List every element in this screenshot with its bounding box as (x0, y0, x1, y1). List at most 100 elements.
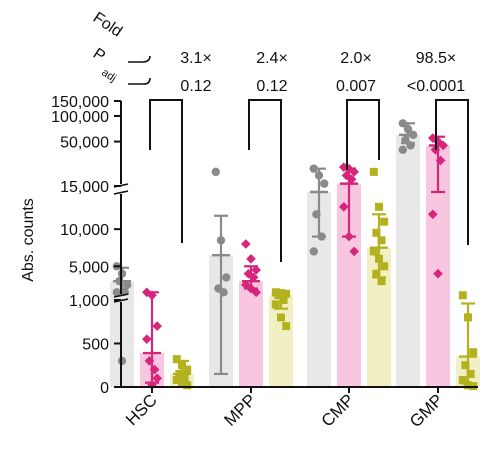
points-layer (112, 119, 478, 391)
fold-change-hsc: 3.1× (180, 50, 212, 67)
x-tick-label-cmp: CMP (318, 390, 358, 430)
axis-break-mark (113, 293, 129, 298)
comparison-bracket-cmp (346, 99, 380, 170)
point-gmp-1 (403, 124, 413, 134)
point-cmp-1 (312, 210, 321, 219)
y-tick-label: 1,000 (69, 293, 109, 310)
point-mpp-1 (211, 167, 220, 177)
point-cmp-3 (375, 202, 383, 211)
point-mpp-2 (240, 239, 251, 249)
point-gmp-1 (401, 135, 410, 145)
point-cmp-1 (320, 179, 329, 188)
point-hsc-2 (152, 321, 163, 331)
point-cmp-2 (338, 202, 349, 212)
point-hsc-3 (178, 378, 186, 387)
x-tick-label-mpp: MPP (220, 390, 259, 429)
y-tick-label: 15,000 (60, 179, 109, 196)
y-tick-label: 0 (100, 380, 109, 397)
point-hsc-2 (141, 334, 152, 344)
point-gmp-3 (458, 291, 467, 300)
point-mpp-1 (222, 273, 231, 282)
point-gmp-3 (469, 348, 478, 357)
point-gmp-3 (466, 369, 475, 378)
padj-label: P (90, 45, 108, 65)
point-cmp-3 (369, 167, 378, 176)
y-tick-label: 10,000 (60, 222, 109, 239)
fold-change-mpp: 2.4× (256, 50, 288, 67)
point-mpp-3 (282, 289, 291, 298)
fold-change-gmp: 98.5× (416, 50, 456, 67)
padj-bracket (128, 77, 151, 85)
comparison-bracket-hsc (149, 99, 183, 243)
point-mpp-3 (271, 300, 280, 309)
fold-change-cmp: 2.0× (340, 50, 372, 67)
x-tick-label-gmp: GMP (406, 390, 447, 431)
padj-value-mpp: 0.12 (256, 78, 287, 95)
point-gmp-3 (464, 313, 472, 322)
point-mpp-3 (282, 322, 291, 331)
point-hsc-3 (172, 355, 181, 364)
comparison-bracket-mpp (248, 99, 282, 262)
point-gmp-2 (438, 140, 449, 151)
point-cmp-1 (309, 164, 318, 173)
point-hsc-3 (180, 374, 189, 383)
point-cmp-3 (380, 217, 389, 226)
padj-value-cmp: 0.007 (336, 78, 376, 95)
point-cmp-1 (314, 171, 324, 180)
point-hsc-1 (123, 280, 132, 290)
bars-layer (110, 134, 480, 387)
point-cmp-3 (377, 277, 386, 286)
point-hsc-3 (183, 365, 192, 374)
fold-bracket (128, 55, 151, 63)
point-hsc-2 (147, 290, 157, 301)
point-gmp-1 (406, 141, 415, 150)
point-gmp-3 (458, 376, 467, 385)
point-cmp-2 (349, 246, 360, 257)
point-cmp-1 (317, 232, 326, 241)
point-gmp-3 (461, 361, 470, 370)
point-cmp-3 (380, 262, 389, 271)
errorbar-layer (113, 122, 477, 385)
point-hsc-2 (144, 356, 155, 366)
bar-mpp-3 (269, 295, 293, 387)
point-hsc-3 (178, 361, 186, 370)
point-mpp-2 (246, 254, 256, 264)
point-hsc-2 (152, 373, 163, 384)
fold-label: Fold (90, 9, 125, 40)
point-cmp-3 (369, 247, 378, 256)
point-mpp-1 (216, 236, 226, 245)
y-axis-label: Abs. counts (20, 198, 37, 282)
point-cmp-3 (375, 254, 383, 263)
point-cmp-3 (377, 236, 386, 245)
y-tick-label: 50,000 (60, 135, 109, 152)
y-tick-label: 500 (82, 337, 109, 354)
point-mpp-3 (274, 291, 283, 300)
point-hsc-3 (175, 369, 184, 378)
bar-gmp-1 (396, 134, 420, 387)
axis-break-mark (113, 190, 129, 195)
point-cmp-3 (372, 228, 381, 237)
point-gmp-3 (464, 381, 472, 390)
point-hsc-3 (183, 381, 192, 390)
point-hsc-1 (115, 276, 124, 286)
point-cmp-1 (309, 247, 318, 256)
padj-value-hsc: 0.12 (180, 78, 211, 95)
bar-mpp-2 (239, 281, 263, 387)
comparison-bracket-gmp (435, 99, 469, 245)
point-cmp-2 (349, 167, 360, 177)
x-tick-label-hsc: HSC (122, 390, 161, 429)
y-tick-label: 100,000 (51, 109, 109, 126)
point-hsc-1 (112, 288, 122, 297)
point-gmp-1 (409, 130, 418, 140)
y-tick-label: 150,000 (51, 94, 109, 111)
point-mpp-3 (279, 296, 288, 304)
point-gmp-2 (427, 209, 438, 220)
point-mpp-3 (277, 313, 285, 322)
point-mpp-1 (219, 288, 228, 297)
padj-value-gmp: <0.0001 (407, 78, 465, 95)
y-tick-label: 5,000 (69, 259, 109, 276)
padj-subscript: adj (99, 67, 118, 85)
point-cmp-3 (372, 269, 381, 278)
point-gmp-1 (398, 119, 407, 128)
